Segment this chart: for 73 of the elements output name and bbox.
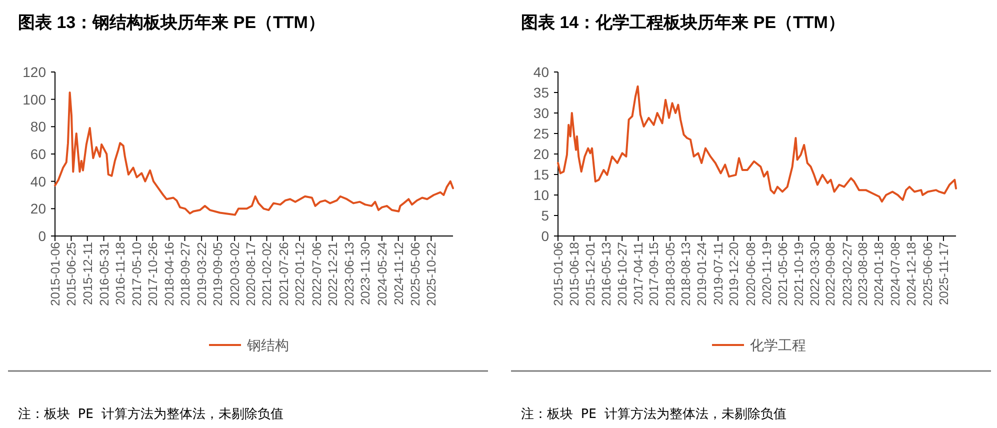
x-tick-label: 2018-09-27 [178,242,192,306]
x-tick-label: 2025-06-06 [921,242,936,306]
x-tick-label: 2022-12-21 [326,242,340,306]
x-tick-label: 2017-10-26 [146,242,160,306]
x-tick-label: 2017-09-15 [646,242,661,306]
x-tick-label: 2016-05-13 [599,242,614,306]
y-tick-label: 80 [30,118,46,135]
chart-title: 图表 13：钢结构板块历年来 PE（TTM） [18,13,325,32]
legend-label: 化学工程 [750,337,806,353]
x-tick-label: 2022-03-30 [808,242,822,306]
x-tick-label: 2021-07-26 [276,242,291,306]
x-tick-label: 2023-02-27 [840,242,854,306]
y-tick-label: 100 [22,91,46,108]
x-tick-label: 2024-05-24 [375,242,390,306]
x-tick-label: 2018-08-13 [679,242,694,306]
line-series [557,85,957,203]
x-tick-label: 2022-09-08 [824,242,838,306]
x-tick-label: 2017-05-10 [130,242,144,306]
y-tick-label: 40 [533,64,550,80]
text: 注：板块 PE 计算方法为整体法，未剔除负值 [521,406,786,422]
y-tick-label: 20 [30,200,46,217]
x-tick-label: 2021-10-19 [792,242,806,306]
x-tick-label: 2018-04-16 [162,242,177,306]
x-tick-label: 2015-01-06 [552,242,566,306]
x-tick-label: 2015-06-18 [567,242,582,306]
x-tick-label: 2020-08-17 [244,242,258,306]
x-tick-label: 2015-12-11 [80,242,95,306]
x-tick-label: 2019-03-22 [195,242,210,306]
x-tick-label: 2022-07-06 [310,242,324,306]
y-tick-label: 60 [30,146,46,162]
x-tick-label: 2021-02-02 [260,242,274,306]
x-tick-label: 2025-05-06 [408,242,423,306]
y-tick-label: 35 [533,84,550,100]
y-tick-label: 20 [533,146,550,162]
x-tick-label: 2024-12-18 [904,242,919,306]
x-tick-label: 2023-06-13 [342,242,356,306]
x-tick-label: 2024-07-08 [888,242,903,306]
y-tick-label: 0 [541,228,550,244]
x-tick-label: 2016-11-18 [114,242,128,306]
x-tick-label: 2020-03-02 [228,242,242,306]
legend-label: 钢结构 [246,337,289,353]
x-tick-label: 2022-01-12 [293,242,308,306]
x-tick-label: 2025-11-17 [936,242,951,306]
x-tick-label: 2020-11-19 [760,242,774,306]
x-tick-label: 2021-05-06 [776,242,790,306]
x-tick-label: 2023-08-08 [856,242,870,306]
x-tick-label: 2015-06-25 [64,242,79,306]
x-tick-label: 2015-01-06 [48,242,62,306]
chart-title: 图表 14：化学工程板块历年来 PE（TTM） [521,13,845,32]
x-tick-label: 2020-06-08 [744,242,758,306]
x-tick-label: 2025-10-22 [424,242,439,306]
y-tick-label: 120 [22,64,46,80]
x-tick-label: 2015-12-01 [583,242,598,306]
y-tick-label: 0 [38,228,46,244]
text: 注：板块 PE 计算方法为整体法，未剔除负值 [18,406,284,422]
x-tick-label: 2016-10-27 [616,242,630,306]
y-tick-label: 15 [533,166,550,182]
x-tick-label: 2018-03-05 [664,242,678,306]
x-tick-label: 2019-07-11 [711,242,726,306]
y-tick-label: 30 [533,105,550,121]
y-tick-label: 40 [30,173,46,190]
y-tick-label: 25 [533,126,550,142]
x-tick-label: 2016-05-31 [97,242,112,306]
x-tick-label: 2019-09-05 [211,242,225,306]
x-tick-label: 2024-01-18 [872,242,886,306]
x-tick-label: 2019-12-20 [727,242,742,306]
x-tick-label: 2023-11-30 [358,242,373,306]
y-tick-label: 5 [541,208,550,224]
x-tick-label: 2019-01-24 [695,242,710,306]
x-tick-label: 2017-04-11 [632,242,646,306]
line-series [54,92,454,216]
y-tick-label: 10 [533,187,550,203]
x-tick-label: 2024-11-12 [392,242,406,306]
